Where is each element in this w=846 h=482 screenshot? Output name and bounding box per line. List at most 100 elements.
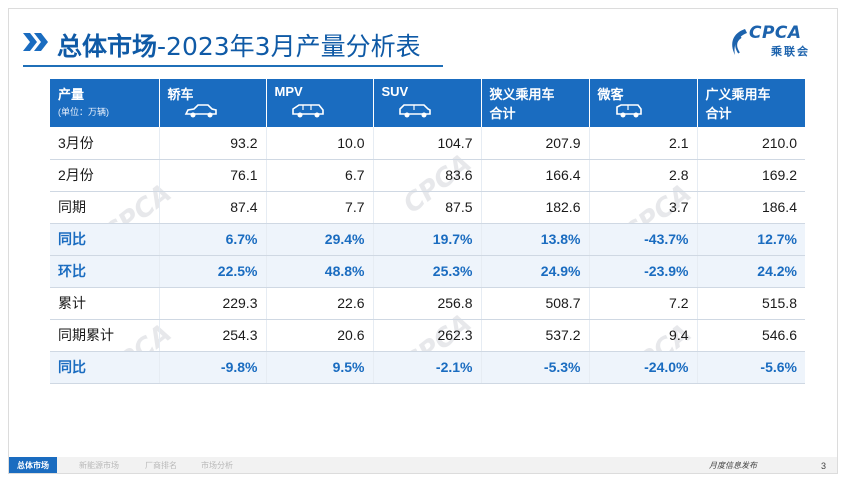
table-cell: 207.9	[481, 127, 590, 160]
footer-tab-nev[interactable]: 新能源市场	[79, 461, 119, 470]
column-header-label: 产量	[58, 87, 85, 102]
production-table: 产量 (单位：万辆) 轿车 MPV	[50, 79, 805, 384]
header: 总体市场-2023年3月产量分析表 CPCA 乘联会	[9, 9, 837, 67]
table-row: 3月份 93.2 10.0 104.7 207.9 2.1 210.0	[50, 127, 805, 160]
table-row: 同比 -9.8% 9.5% -2.1% -5.3% -24.0% -5.6%	[50, 351, 805, 384]
table-cell: 83.6	[373, 159, 482, 192]
page-title: 总体市场-2023年3月产量分析表	[57, 27, 421, 63]
table-cell: 186.4	[697, 191, 805, 224]
column-header-sedan: 轿车	[159, 79, 267, 127]
page-title-main: 总体市场	[57, 32, 158, 61]
table-cell: -5.6%	[697, 351, 805, 384]
row-label: 同期	[50, 191, 160, 224]
table-row: 同期 87.4 7.7 87.5 182.6 3.7 186.4	[50, 191, 805, 224]
column-header-microvan: 微客	[589, 79, 698, 127]
table-row: 累计 229.3 22.6 256.8 508.7 7.2 515.8	[50, 287, 805, 320]
row-label: 同比	[50, 351, 160, 384]
table-cell: 29.4%	[266, 223, 374, 256]
table-cell: 515.8	[697, 287, 805, 320]
table-cell: 2.8	[589, 159, 698, 192]
table-cell: 254.3	[159, 319, 267, 352]
table-cell: 87.5	[373, 191, 482, 224]
microvan-icon	[615, 104, 642, 118]
table-cell: 210.0	[697, 127, 805, 160]
table-cell: 25.3%	[373, 255, 482, 288]
table-cell: 182.6	[481, 191, 590, 224]
column-header-narrow-total: 狭义乘用车 合计	[481, 79, 590, 127]
table-cell: 9.5%	[266, 351, 374, 384]
column-header-label: MPV	[274, 84, 303, 99]
table-cell: -23.9%	[589, 255, 698, 288]
table-cell: 229.3	[159, 287, 267, 320]
column-header-output: 产量 (单位：万辆)	[50, 79, 160, 127]
table-cell: 169.2	[697, 159, 805, 192]
column-header-label-2: 合计	[489, 106, 516, 121]
table-cell: -5.3%	[481, 351, 590, 384]
column-header-mpv: MPV	[266, 79, 374, 127]
suv-icon	[398, 104, 431, 118]
table-cell: 22.6	[266, 287, 374, 320]
sedan-icon	[184, 104, 217, 118]
row-label: 同期累计	[50, 319, 160, 352]
table-cell: 20.6	[266, 319, 374, 352]
footer-release-label: 月度信息发布	[709, 461, 757, 470]
table-cell: 3.7	[589, 191, 698, 224]
table-cell: 12.7%	[697, 223, 805, 256]
footer-tab-overall[interactable]: 总体市场	[9, 457, 57, 473]
row-label: 同比	[50, 223, 160, 256]
column-header-label: 轿车	[167, 87, 194, 102]
column-header-label: SUV	[381, 84, 409, 99]
table-cell: 24.2%	[697, 255, 805, 288]
page-title-sub: -2023年3月产量分析表	[157, 32, 421, 61]
column-header-label: 广义乘用车	[705, 87, 771, 102]
table-cell: 6.7	[266, 159, 374, 192]
footer-tab-ranking[interactable]: 厂商排名	[145, 461, 177, 470]
table-cell: 13.8%	[481, 223, 590, 256]
table-cell: 166.4	[481, 159, 590, 192]
table-row: 同比 6.7% 29.4% 19.7% 13.8% -43.7% 12.7%	[50, 223, 805, 256]
row-label: 2月份	[50, 159, 160, 192]
row-label: 3月份	[50, 127, 160, 160]
table-cell: 87.4	[159, 191, 267, 224]
table-cell: 256.8	[373, 287, 482, 320]
column-header-label-2: 合计	[705, 106, 732, 121]
table-cell: 7.2	[589, 287, 698, 320]
footer-tab-analysis[interactable]: 市场分析	[201, 461, 233, 470]
table-cell: 22.5%	[159, 255, 267, 288]
table-cell: 76.1	[159, 159, 267, 192]
table-cell: 537.2	[481, 319, 590, 352]
table-cell: 546.6	[697, 319, 805, 352]
row-label: 累计	[50, 287, 160, 320]
table-cell: 104.7	[373, 127, 482, 160]
table-cell: 48.8%	[266, 255, 374, 288]
table-cell: 508.7	[481, 287, 590, 320]
table-cell: -43.7%	[589, 223, 698, 256]
table-cell: 7.7	[266, 191, 374, 224]
table-cell: 6.7%	[159, 223, 267, 256]
table-cell: 93.2	[159, 127, 267, 160]
row-label: 环比	[50, 255, 160, 288]
footer-bar: 总体市场 新能源市场 厂商排名 市场分析 月度信息发布 3	[9, 457, 837, 473]
table-cell: 9.4	[589, 319, 698, 352]
column-header-broad-total: 广义乘用车 合计	[697, 79, 805, 127]
table-cell: -24.0%	[589, 351, 698, 384]
table-cell: -9.8%	[159, 351, 267, 384]
mpv-icon	[291, 104, 324, 118]
table-header-row: 产量 (单位：万辆) 轿车 MPV	[50, 79, 805, 127]
table-cell: 2.1	[589, 127, 698, 160]
column-header-label: 微客	[597, 87, 624, 102]
table-cell: 24.9%	[481, 255, 590, 288]
logo-cn: 乘联会	[771, 46, 810, 58]
unit-label: (单位：万辆)	[58, 107, 109, 117]
column-header-label: 狭义乘用车	[489, 87, 555, 102]
table-cell: 19.7%	[373, 223, 482, 256]
logo-text: CPCA	[749, 23, 802, 43]
table-row: 2月份 76.1 6.7 83.6 166.4 2.8 169.2	[50, 159, 805, 192]
column-header-suv: SUV	[373, 79, 482, 127]
title-underline	[23, 65, 443, 67]
table-cell: 262.3	[373, 319, 482, 352]
page-number: 3	[821, 461, 827, 471]
table-row: 环比 22.5% 48.8% 25.3% 24.9% -23.9% 24.2%	[50, 255, 805, 288]
chevron-right-icon	[23, 33, 48, 51]
cpca-logo-icon	[732, 29, 747, 55]
